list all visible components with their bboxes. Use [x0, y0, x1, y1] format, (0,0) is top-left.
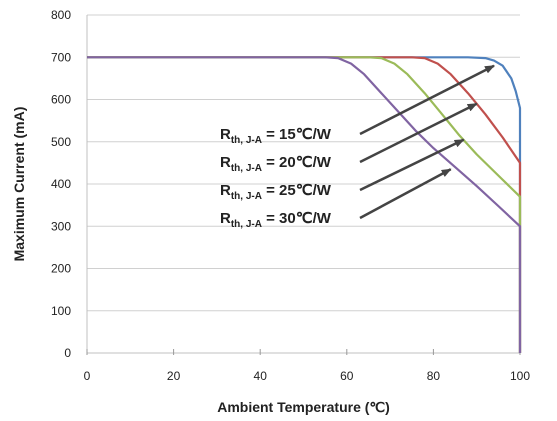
y-tick-label-500: 500 [51, 135, 71, 149]
y-tick-label-600: 600 [51, 93, 71, 107]
annotation-label-2: Rth, J-A = 20℃/W [220, 154, 332, 174]
annotation-label-1: Rth, J-A = 15℃/W [220, 126, 332, 146]
series-line-3 [87, 56, 522, 353]
x-tick-label-100: 100 [510, 369, 530, 383]
y-tick-label-400: 400 [51, 177, 71, 191]
series-line-4 [87, 56, 522, 353]
y-tick-label-200: 200 [51, 262, 71, 276]
y-tick-label-700: 700 [51, 50, 71, 64]
y-tick-label-100: 100 [51, 304, 71, 318]
y-tick-label-800: 800 [51, 8, 71, 22]
axes [86, 15, 520, 354]
series-line-2 [87, 56, 522, 353]
annotation-arrow-3 [359, 138, 465, 192]
annotation-label-4: Rth, J-A = 30℃/W [220, 210, 332, 230]
y-tick-label-300: 300 [51, 219, 71, 233]
x-axis-title: Ambient Temperature (℃) [217, 399, 390, 415]
annotation-arrow-1 [359, 64, 495, 136]
annotation-label-3: Rth, J-A = 25℃/W [220, 182, 332, 202]
y-axis-title: Maximum Current (mA) [11, 107, 27, 262]
series-line-1 [87, 56, 522, 353]
y-tick-labels: 0 100 200 300 400 500 600 700 800 [51, 8, 71, 360]
x-tick-label-80: 80 [427, 369, 441, 383]
annotation-arrow-2 [359, 102, 478, 164]
x-tick-label-20: 20 [167, 369, 181, 383]
x-tick-label-40: 40 [254, 369, 268, 383]
series-lines [87, 56, 522, 353]
x-tick-labels: 0 20 40 60 80 100 [84, 349, 530, 383]
annotations: Rth, J-A = 15℃/W Rth, J-A = 20℃/W Rth, J-A… [220, 64, 495, 230]
annotation-arrow-4 [359, 168, 452, 220]
x-tick-label-60: 60 [340, 369, 354, 383]
y-tick-label-0: 0 [64, 346, 71, 360]
x-tick-label-0: 0 [84, 369, 91, 383]
